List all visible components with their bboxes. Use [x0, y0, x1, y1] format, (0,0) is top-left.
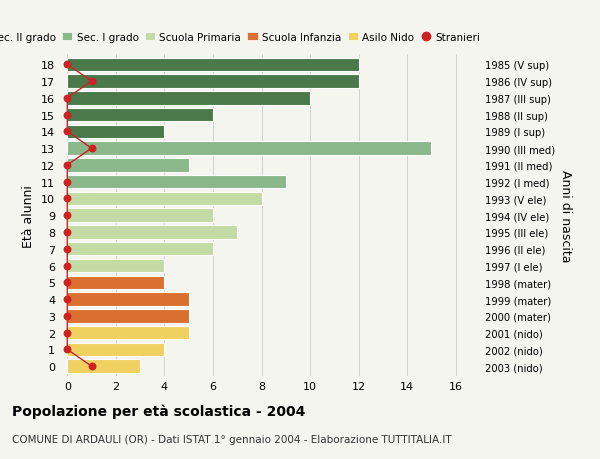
Bar: [67, 175, 286, 189]
Bar: [67, 343, 164, 356]
Point: [62, 129, 72, 136]
Bar: [67, 309, 188, 323]
Point: [62, 346, 72, 353]
Bar: [67, 75, 359, 89]
Point: [62, 95, 72, 102]
Text: COMUNE DI ARDAULI (OR) - Dati ISTAT 1° gennaio 2004 - Elaborazione TUTTITALIA.IT: COMUNE DI ARDAULI (OR) - Dati ISTAT 1° g…: [12, 434, 452, 443]
Point: [62, 262, 72, 269]
Bar: [67, 58, 359, 72]
Point: [62, 329, 72, 336]
Point: [62, 62, 72, 69]
Bar: [67, 326, 188, 340]
Point: [87, 78, 97, 85]
Bar: [67, 209, 213, 223]
Point: [87, 145, 97, 152]
Bar: [67, 259, 164, 273]
Point: [62, 196, 72, 203]
Point: [62, 246, 72, 253]
Point: [62, 279, 72, 286]
Point: [62, 296, 72, 303]
Bar: [67, 276, 164, 289]
Bar: [67, 142, 431, 156]
Y-axis label: Età alunni: Età alunni: [22, 185, 35, 247]
Bar: [67, 109, 213, 122]
Bar: [67, 360, 140, 373]
Text: Popolazione per età scolastica - 2004: Popolazione per età scolastica - 2004: [12, 404, 305, 419]
Point: [62, 112, 72, 119]
Bar: [67, 159, 188, 172]
Point: [87, 363, 97, 370]
Bar: [67, 192, 262, 206]
Legend: Sec. II grado, Sec. I grado, Scuola Primaria, Scuola Infanzia, Asilo Nido, Stran: Sec. II grado, Sec. I grado, Scuola Prim…: [0, 28, 484, 47]
Bar: [67, 125, 164, 139]
Point: [62, 229, 72, 236]
Point: [62, 179, 72, 186]
Y-axis label: Anni di nascita: Anni di nascita: [559, 169, 572, 262]
Point: [62, 313, 72, 320]
Point: [62, 162, 72, 169]
Bar: [67, 293, 188, 306]
Point: [62, 212, 72, 219]
Bar: [67, 242, 213, 256]
Bar: [67, 92, 310, 105]
Bar: [67, 226, 237, 239]
